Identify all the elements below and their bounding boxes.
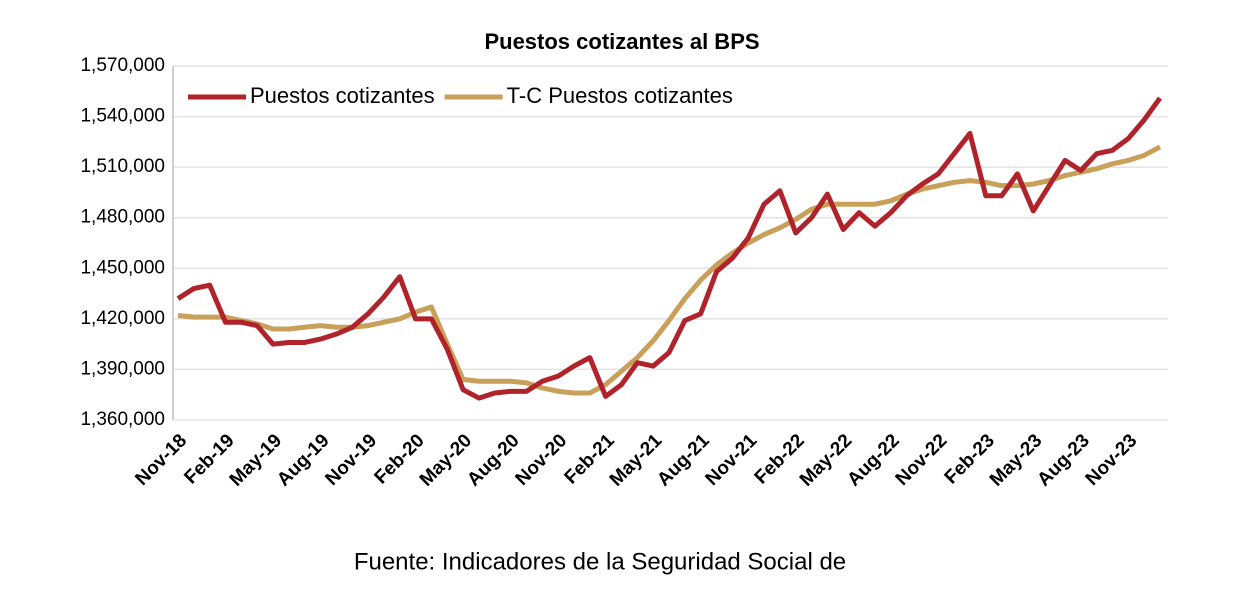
x-tick-label: Aug-22 (843, 430, 903, 490)
y-tick-label: 1,510,000 (80, 156, 165, 177)
x-tick-label: May-23 (986, 430, 1046, 490)
legend-label: Puestos cotizantes (250, 83, 435, 108)
y-tick-label: 1,480,000 (80, 207, 165, 228)
y-tick-label: 1,360,000 (80, 409, 165, 430)
x-tick-label: May-19 (226, 430, 286, 490)
x-tick-label: Nov-23 (1082, 430, 1142, 490)
x-tick-label: Aug-19 (273, 430, 333, 490)
y-tick-label: 1,420,000 (80, 308, 165, 329)
x-tick-label: May-20 (416, 430, 476, 490)
legend-label: T-C Puestos cotizantes (507, 83, 733, 108)
x-tick-label: Nov-18 (131, 430, 191, 490)
x-tick-label: Nov-22 (892, 430, 952, 490)
y-tick-label: 1,390,000 (80, 358, 165, 379)
x-tick-label: Nov-19 (321, 430, 381, 490)
y-tick-label: 1,570,000 (80, 55, 165, 76)
footer: Fuente: Indicadores de la Seguridad Soci… (354, 548, 846, 575)
x-tick-label: Aug-21 (653, 430, 714, 491)
series-line (176, 96, 1163, 401)
series-line (177, 144, 1162, 396)
chart-title: Puestos cotizantes al BPS (484, 29, 759, 54)
x-tick-label: Nov-21 (702, 430, 762, 490)
x-tick-label: Aug-23 (1033, 430, 1093, 490)
x-tick-label: Nov-20 (512, 430, 572, 490)
y-tick-label: 1,540,000 (80, 106, 165, 127)
y-tick-label: 1,450,000 (80, 257, 165, 278)
x-tick-label: Aug-20 (463, 430, 523, 490)
x-tick-label: May-21 (606, 430, 667, 491)
x-tick-label: May-22 (796, 430, 856, 490)
